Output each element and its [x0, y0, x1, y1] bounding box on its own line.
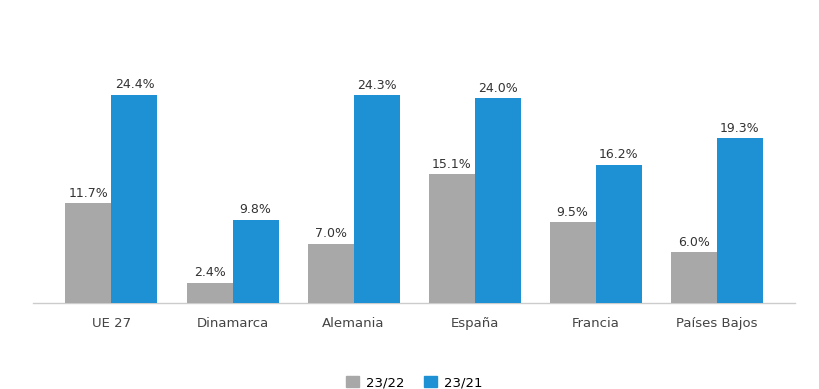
Text: 24.4%: 24.4%	[115, 78, 154, 91]
Bar	[186, 283, 233, 303]
Text: 15.1%: 15.1%	[432, 158, 471, 171]
Text: 16.2%: 16.2%	[598, 148, 638, 161]
Bar	[716, 138, 762, 303]
Bar	[66, 203, 111, 303]
Bar	[549, 222, 595, 303]
Bar	[428, 174, 474, 303]
Text: 19.3%: 19.3%	[719, 122, 758, 135]
Bar	[353, 95, 399, 303]
Text: 2.4%: 2.4%	[193, 266, 225, 279]
Text: 9.8%: 9.8%	[239, 203, 271, 216]
Bar	[670, 252, 716, 303]
Text: 7.0%: 7.0%	[314, 227, 346, 240]
Text: 9.5%: 9.5%	[556, 206, 588, 219]
Legend: 23/22, 23/21: 23/22, 23/21	[340, 371, 487, 389]
Text: 11.7%: 11.7%	[69, 187, 108, 200]
Bar	[307, 244, 353, 303]
Bar	[474, 98, 520, 303]
Text: 6.0%: 6.0%	[677, 236, 708, 249]
Text: 24.0%: 24.0%	[477, 82, 517, 95]
Text: 24.3%: 24.3%	[356, 79, 396, 92]
Bar	[233, 219, 278, 303]
Bar	[111, 95, 157, 303]
Bar	[595, 165, 641, 303]
